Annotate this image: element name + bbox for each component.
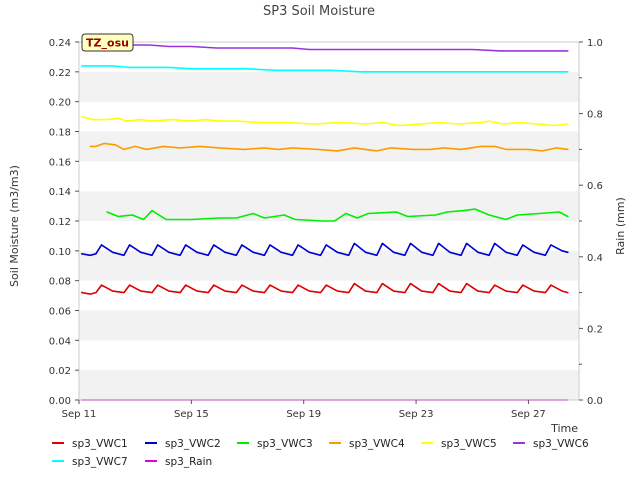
background-band xyxy=(79,250,579,281)
background-band xyxy=(79,71,579,102)
chart-title: SP3 Soil Moisture xyxy=(263,4,375,19)
series-line-sp3_VWC1 xyxy=(81,282,569,295)
series-line-sp3_VWC6 xyxy=(117,42,569,52)
x-axis-label: Time xyxy=(550,422,578,435)
y2-tick-label: 0.8 xyxy=(587,110,603,121)
x-tick-label: Sep 27 xyxy=(511,409,546,420)
y-tick-label: 0.24 xyxy=(49,38,71,49)
series-line-sp3_VWC5 xyxy=(81,115,569,127)
y2-tick-label: 1.0 xyxy=(587,38,603,49)
background-band xyxy=(79,280,579,311)
background-band xyxy=(79,340,579,371)
y2-tick-label: 0.2 xyxy=(587,324,603,335)
y-tick-label: 0.00 xyxy=(49,396,71,407)
y-tick-label: 0.20 xyxy=(49,98,71,109)
x-tick-label: Sep 23 xyxy=(399,409,434,420)
series-line-sp3_VWC3 xyxy=(106,208,569,222)
y-tick-label: 0.08 xyxy=(49,277,71,288)
x-axis-ticks: Sep 11 Sep 15 Sep 19 Sep 23 Sep 27 xyxy=(62,400,546,420)
y-tick-label: 0.16 xyxy=(49,157,71,168)
y-tick-label: 0.10 xyxy=(49,247,71,258)
y-tick-label: 0.22 xyxy=(49,68,71,79)
background-band xyxy=(79,310,579,341)
y-axis-ticks: 0.00 0.02 0.04 0.06 0.08 0.10 0.12 0.14 0.16 0.18… xyxy=(49,38,79,407)
x-tick-label: Sep 11 xyxy=(62,409,97,420)
legend: sp3_VWC1 sp3_VWC2 sp3_VWC3 sp3_VWC4 sp3_VWC5… xyxy=(52,438,589,468)
series-line-sp3_VWC2 xyxy=(81,242,569,257)
legend-label: sp3_Rain xyxy=(165,456,212,468)
background-band xyxy=(79,101,579,132)
y2-tick-label: 0.0 xyxy=(587,396,603,407)
site-badge-label: TZ_osu xyxy=(86,37,129,50)
legend-label: sp3_VWC1 xyxy=(72,438,128,450)
background-band xyxy=(79,131,579,162)
site-badge-box xyxy=(81,33,134,52)
series-line-sp3_VWC7 xyxy=(81,65,569,73)
y2-tick-label: 0.6 xyxy=(587,181,603,192)
legend-label: sp3_VWC7 xyxy=(72,456,128,468)
y-tick-label: 0.02 xyxy=(49,366,71,377)
x-tick-label: Sep 15 xyxy=(174,409,209,420)
y2-axis-ticks: 0.0 0.2 0.4 0.6 0.8 1.0 xyxy=(579,38,603,407)
legend-label: sp3_VWC5 xyxy=(441,438,497,450)
legend-label: sp3_VWC4 xyxy=(349,438,405,450)
y2-tick-label: 0.4 xyxy=(587,253,603,264)
x-tick-label: Sep 19 xyxy=(286,409,321,420)
y-tick-label: 0.14 xyxy=(49,187,71,198)
series-layer xyxy=(81,42,569,401)
y-tick-label: 0.04 xyxy=(49,336,71,347)
series-line-sp3_VWC4 xyxy=(89,142,569,152)
y-tick-label: 0.12 xyxy=(49,217,71,228)
y-tick-label: 0.18 xyxy=(49,128,71,139)
y2-axis-label: Rain (mm) xyxy=(614,197,627,255)
legend-label: sp3_VWC2 xyxy=(165,438,221,450)
legend-label: sp3_VWC3 xyxy=(257,438,313,450)
background-band xyxy=(79,370,579,400)
background-band xyxy=(79,191,579,221)
legend-label: sp3_VWC6 xyxy=(533,438,589,450)
background-band xyxy=(79,161,579,192)
y-tick-label: 0.06 xyxy=(49,307,71,318)
site-badge: TZ_osu xyxy=(81,33,134,52)
y-axis-label: Soil Moisture (m3/m3) xyxy=(8,165,21,287)
